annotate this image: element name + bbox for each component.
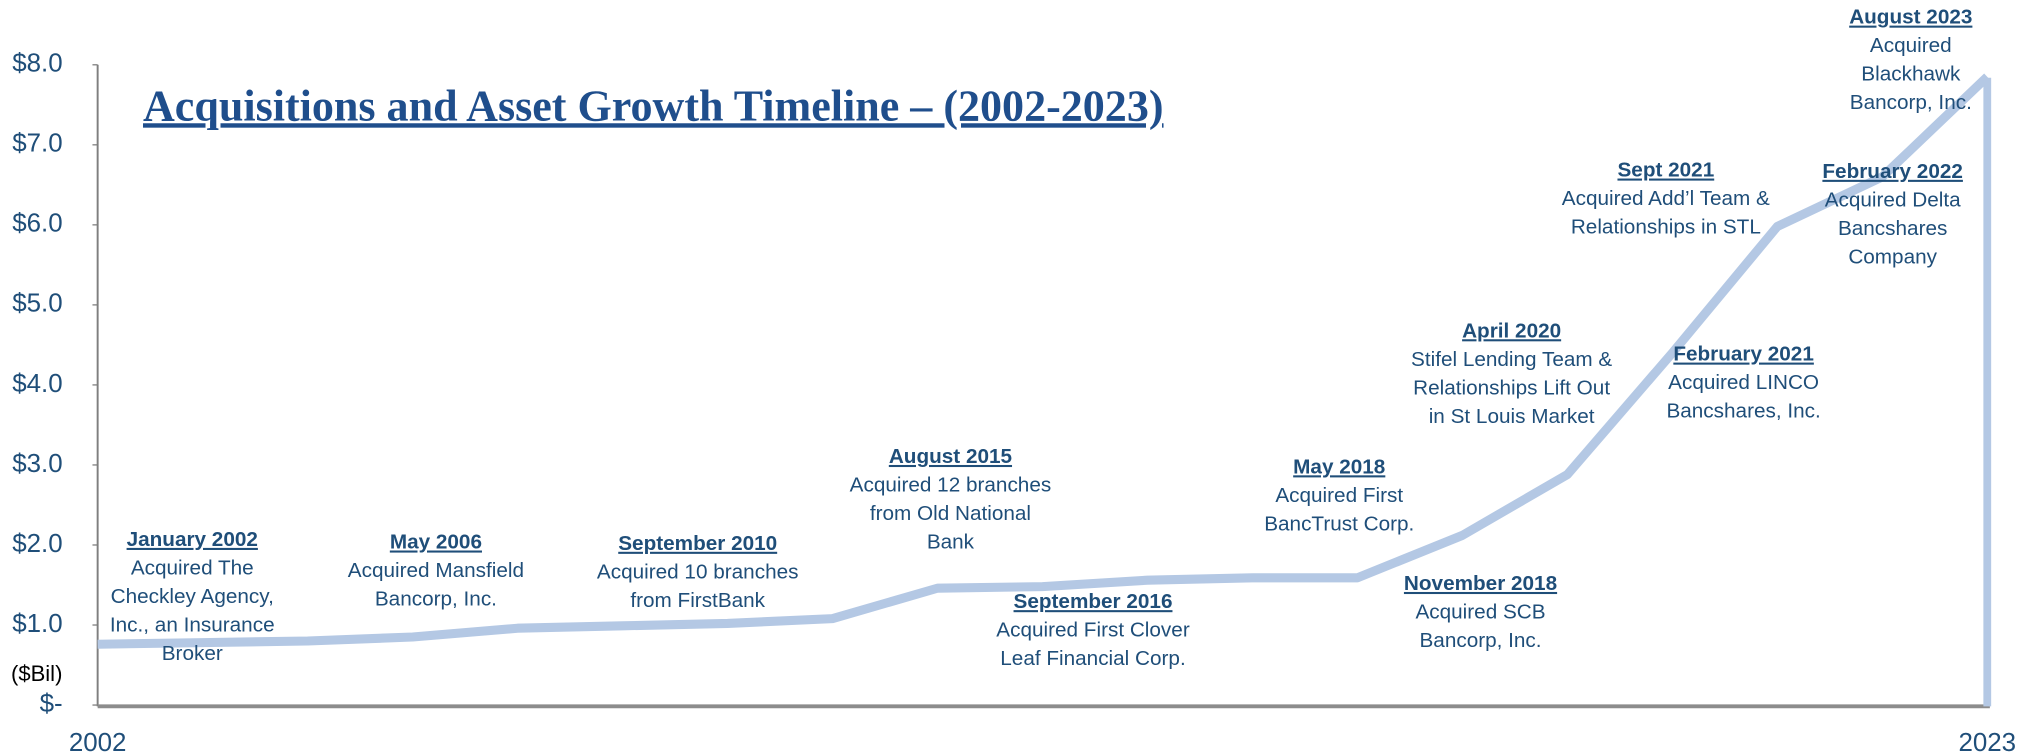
y-tick-label: $8.0 xyxy=(12,50,62,78)
annotation-text: Acquired First Clover xyxy=(996,619,1190,642)
annotation-text: Acquired 10 branches xyxy=(597,560,799,583)
y-tick-label: $- xyxy=(40,690,63,718)
annotation-date: September 2016 xyxy=(1014,590,1173,613)
annotation-date: August 2015 xyxy=(889,445,1012,468)
annotation-text: Acquired LINCO xyxy=(1668,371,1819,394)
annotation-text: Leaf Financial Corp. xyxy=(1000,647,1185,670)
annotation-date: February 2022 xyxy=(1822,160,1963,183)
annotation-text: Relationships Lift Out xyxy=(1413,376,1610,399)
annotation-text: Broker xyxy=(162,642,223,665)
annotation-text: Bank xyxy=(927,531,975,554)
chart-title: Acquisitions and Asset Growth Timeline –… xyxy=(143,81,1164,130)
annotation-text: Acquired SCB xyxy=(1415,600,1545,623)
annotation-text: Acquired Delta xyxy=(1825,188,1961,211)
annotation-date: Sept 2021 xyxy=(1617,159,1714,182)
annotation-text: Acquired xyxy=(1870,34,1952,57)
x-tick-label: 2023 xyxy=(1958,729,2016,753)
annotation-date: February 2021 xyxy=(1673,343,1814,366)
annotation-date: September 2010 xyxy=(618,532,777,555)
y-tick-label: $6.0 xyxy=(12,210,62,238)
annotation-text: Stifel Lending Team & xyxy=(1411,348,1612,371)
annotation-text: from Old National xyxy=(870,502,1031,525)
annotation-text: from FirstBank xyxy=(630,589,765,612)
annotation-date: November 2018 xyxy=(1404,572,1557,595)
annotation-text: Company xyxy=(1848,245,1937,268)
annotation-date: May 2006 xyxy=(390,531,482,554)
annotation-text: Bancorp, Inc. xyxy=(375,588,497,611)
annotation-text: Acquired The xyxy=(131,556,254,579)
annotation-text: Relationships in STL xyxy=(1571,216,1761,239)
y-tick-label: $5.0 xyxy=(12,290,62,318)
y-tick-label: $3.0 xyxy=(12,450,62,478)
annotation-date: April 2020 xyxy=(1462,319,1561,342)
annotation-text: Acquired Add’l Team & xyxy=(1562,187,1770,210)
x-tick-label: 2002 xyxy=(69,729,127,753)
annotation-date: August 2023 xyxy=(1849,6,1972,29)
annotation-text: BancTrust Corp. xyxy=(1264,512,1414,535)
y-axis-label: ($Bil) xyxy=(11,661,62,686)
annotation-date: May 2018 xyxy=(1293,455,1385,478)
y-tick-label: $7.0 xyxy=(12,130,62,158)
series-line xyxy=(97,73,1991,649)
y-tick-label: $4.0 xyxy=(12,370,62,398)
annotation-text: Inc., an Insurance xyxy=(110,613,275,636)
annotation-text: Checkley Agency, xyxy=(111,585,274,608)
annotation-text: Bancorp, Inc. xyxy=(1850,91,1972,114)
annotation-text: Bancshares xyxy=(1838,217,1947,240)
annotation-text: Acquired First xyxy=(1275,484,1403,507)
annotation-text: Acquired 12 branches xyxy=(850,473,1052,496)
annotation-text: Acquired Mansfield xyxy=(348,559,524,582)
annotation-text: Bancorp, Inc. xyxy=(1419,629,1541,652)
annotation-date: January 2002 xyxy=(127,528,258,551)
annotation-text: Blackhawk xyxy=(1861,63,1961,86)
y-tick-label: $2.0 xyxy=(12,530,62,558)
y-tick-label: $1.0 xyxy=(12,610,62,638)
annotation-text: in St Louis Market xyxy=(1429,405,1595,428)
annotation-text: Bancshares, Inc. xyxy=(1666,400,1820,423)
